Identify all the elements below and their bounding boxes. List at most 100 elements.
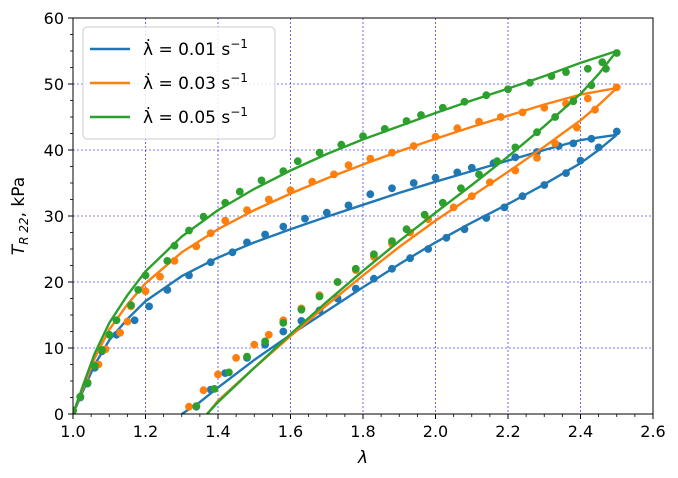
y-axis-label-main: T [9,243,29,255]
x-tick-label: 1.8 [350,422,375,441]
data-point [547,72,556,80]
data-point [98,346,106,354]
data-point [449,203,458,212]
data-point [264,195,273,204]
data-point [511,166,520,175]
data-point [221,198,230,207]
data-point [576,156,585,165]
legend-entry: λ̇ = 0.03 s−1 [90,71,248,94]
data-point [388,237,396,246]
legend-label: λ̇ = 0.01 s−1 [143,37,248,60]
data-point [170,241,179,250]
data-point [540,181,549,189]
data-point [232,354,241,362]
data-point [460,225,469,234]
data-point [482,214,491,222]
data-point [337,140,346,149]
data-point [409,142,418,150]
data-point [587,81,596,90]
data-point [467,163,476,172]
legend-entry: λ̇ = 0.05 s−1 [90,105,248,128]
y-tick-label: 60 [44,9,64,28]
data-point [210,385,219,393]
y-axis-label-sub: R 22 [17,217,31,244]
data-point [214,370,222,379]
y-tick-label: 50 [44,75,64,94]
y-tick-label: 30 [44,207,64,226]
data-point [402,117,411,125]
data-point [351,284,360,293]
data-point [533,128,541,137]
data-point [261,337,269,346]
data-point [370,274,378,283]
data-point [134,286,143,294]
x-tick-label: 2.2 [495,422,520,441]
y-tick-label: 10 [44,339,64,358]
data-point [583,64,592,73]
data-point [511,153,520,162]
data-point [344,201,353,210]
data-point [612,83,621,92]
legend-box [82,26,276,140]
data-point [185,226,193,235]
x-tick-label: 1.2 [133,422,158,441]
data-point [486,178,494,187]
data-point [453,124,462,133]
data-point [344,161,353,170]
data-point [533,154,541,162]
data-point [141,271,150,280]
data-point [467,192,476,201]
x-tick-label: 1.0 [60,422,85,441]
data-point [141,287,150,296]
data-point [594,143,603,152]
data-point [235,187,244,196]
x-tick-label: 2.0 [423,422,448,441]
model-unloading-line [181,133,618,414]
data-point [130,316,139,325]
data-point [569,97,578,106]
data-point [315,148,324,157]
data-point [322,208,331,217]
x-axis-label: λ [357,448,368,468]
data-point [562,68,570,76]
data-point [243,352,251,361]
data-point [431,173,440,182]
legend-label: λ̇ = 0.05 s−1 [143,105,248,128]
data-point [286,186,295,195]
data-point [192,242,201,251]
data-point [612,49,621,57]
data-point [475,170,483,179]
data-point [562,169,570,178]
data-point [453,168,462,177]
data-point [424,245,433,253]
model-loading-line [73,133,617,414]
data-point [431,132,440,141]
data-point [388,148,396,157]
data-point [511,143,520,152]
data-point [297,305,306,314]
data-point [518,108,527,117]
data-point [493,157,501,166]
data-point [475,117,483,126]
y-axis-label: TR 22, kPa [9,177,31,255]
data-point [250,340,259,349]
data-point [525,78,534,87]
data-point [591,105,599,114]
data-point [598,58,607,67]
data-point [221,216,230,225]
data-point [496,113,505,121]
data-point [279,327,288,336]
data-point [308,177,317,186]
data-point [279,167,288,176]
data-point [228,248,237,257]
data-point [438,198,447,207]
data-point [551,139,559,148]
data-point [457,184,465,193]
data-point [420,210,429,219]
data-point [409,179,418,187]
data-point [442,233,451,242]
data-point [351,264,360,273]
data-point [602,64,610,73]
data-point [417,111,425,119]
